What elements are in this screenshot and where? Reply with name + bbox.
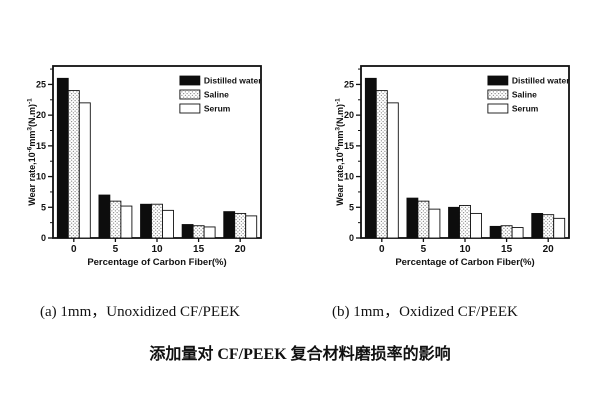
- legend-swatch-open: [487, 103, 509, 114]
- bar-chart-panel-a: 0 5 10 15 20 25 0 5 10 15 20 Percentage of Carbon F…: [27, 56, 267, 271]
- legend-swatch-open: [179, 103, 201, 114]
- legend-swatch-stipple: [179, 89, 201, 100]
- bar: [470, 212, 482, 239]
- bar: [489, 225, 502, 239]
- y-tick-label: 20: [36, 110, 46, 120]
- y-tick-label: 20: [344, 110, 354, 120]
- y-tick-label: 10: [36, 172, 46, 182]
- bar: [120, 205, 133, 239]
- legend-label: Serum: [204, 104, 231, 114]
- bar: [56, 77, 69, 239]
- x-axis-label: Percentage of Carbon Fiber(%): [395, 257, 534, 268]
- x-tick-label: 0: [379, 244, 385, 255]
- figure-title: 添加量对 CF/PEEK 复合材料磨损率的影响: [149, 346, 451, 363]
- x-tick-label: 0: [71, 244, 77, 255]
- bar: [192, 225, 205, 239]
- x-tick-label: 5: [113, 244, 119, 255]
- y-tick-label: 15: [344, 141, 354, 151]
- legend-label: Distilled water: [512, 76, 570, 86]
- bar: [406, 197, 419, 239]
- bar-chart-panel-b: 0 5 10 15 20 25 0 5 10 15 20 Percentage of Carbon F…: [335, 56, 575, 271]
- bar: [203, 226, 216, 239]
- bar: [511, 227, 524, 239]
- y-tick-label: 5: [41, 202, 46, 212]
- bar: [553, 217, 566, 239]
- bar: [98, 194, 111, 239]
- legend-swatch-solid: [179, 75, 201, 86]
- panel-a-caption: (a) 1mm，Unoxidized CF/PEEK: [40, 304, 240, 320]
- bar: [448, 206, 460, 239]
- panel-b-caption: (b) 1mm，Oxidized CF/PEEK: [332, 304, 518, 320]
- y-tick-label: 0: [41, 233, 46, 243]
- y-tick-label: 25: [36, 79, 46, 89]
- y-tick-label: 25: [344, 79, 354, 89]
- legend-label: Saline: [512, 90, 537, 100]
- bar: [500, 225, 513, 239]
- y-tick-label: 5: [349, 202, 354, 212]
- legend: Distilled water Saline Serum: [487, 75, 570, 114]
- y-tick-label: 10: [344, 172, 354, 182]
- x-tick-label: 5: [421, 244, 427, 255]
- legend-swatch-solid: [487, 75, 509, 86]
- bar: [67, 90, 80, 239]
- bar: [428, 208, 441, 239]
- x-tick-label: 15: [193, 244, 205, 255]
- x-tick-label: 10: [151, 244, 163, 255]
- legend-label: Serum: [512, 104, 539, 114]
- bar: [162, 209, 174, 239]
- bar: [542, 214, 555, 239]
- x-tick-label: 15: [501, 244, 513, 255]
- bar: [417, 200, 430, 239]
- x-axis-label: Percentage of Carbon Fiber(%): [87, 257, 226, 268]
- y-axis-label: Wear rate,10-6mm3(N.m)-1: [27, 98, 37, 206]
- bar: [234, 212, 247, 239]
- legend-swatch-stipple: [487, 89, 509, 100]
- bar: [531, 213, 544, 239]
- bar: [364, 77, 377, 239]
- bar: [459, 204, 471, 239]
- x-tick-label: 20: [235, 244, 247, 255]
- legend: Distilled water Saline Serum: [179, 75, 262, 114]
- bar-chart-svg-a: 0 5 10 15 20 25 0 5 10 15 20 Percentage of Carbon F…: [27, 65, 262, 268]
- bar: [375, 90, 388, 239]
- bar: [245, 215, 258, 239]
- bar: [223, 211, 236, 239]
- y-tick-label: 15: [36, 141, 46, 151]
- y-tick-label: 0: [349, 233, 354, 243]
- bar: [109, 200, 122, 239]
- x-tick-label: 20: [543, 244, 555, 255]
- bar: [140, 203, 152, 239]
- bar: [78, 102, 91, 239]
- bar: [386, 102, 399, 239]
- bar-chart-svg-b: 0 5 10 15 20 25 0 5 10 15 20 Percentage of Carbon F…: [335, 65, 570, 268]
- legend-label: Saline: [204, 90, 229, 100]
- x-tick-label: 10: [459, 244, 471, 255]
- y-axis-label: Wear rate,10-6mm3(N.m)-1: [335, 98, 345, 206]
- bar: [181, 224, 194, 239]
- legend-label: Distilled water: [204, 76, 262, 86]
- bar: [151, 203, 163, 239]
